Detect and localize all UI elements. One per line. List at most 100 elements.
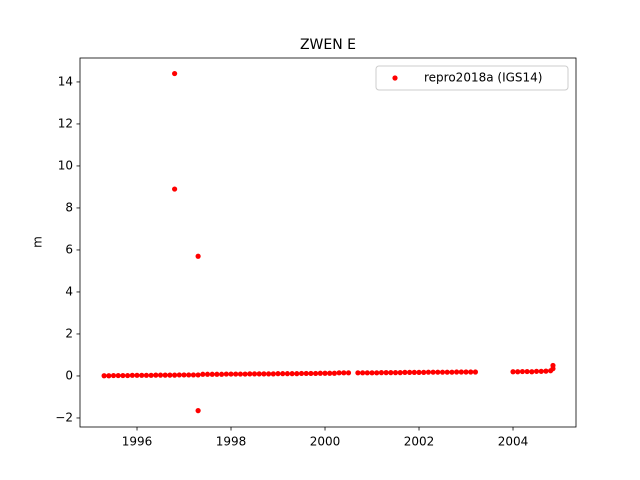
point xyxy=(543,368,549,374)
point xyxy=(364,370,370,376)
point xyxy=(524,368,530,375)
point xyxy=(388,370,394,376)
point xyxy=(106,373,112,379)
point xyxy=(355,370,361,376)
plot-frame xyxy=(79,57,577,428)
y-tick-label: 4 xyxy=(65,284,73,298)
point xyxy=(190,372,197,378)
point xyxy=(435,369,441,375)
point xyxy=(468,369,474,375)
point xyxy=(463,369,469,375)
point xyxy=(303,370,309,377)
point xyxy=(195,253,201,259)
point xyxy=(529,369,535,375)
point xyxy=(233,371,239,377)
point xyxy=(298,370,305,377)
x-tick-label: 2000 xyxy=(310,435,341,449)
point xyxy=(172,186,178,192)
point xyxy=(204,371,211,377)
y-tick-label: 10 xyxy=(58,158,73,172)
point xyxy=(223,371,229,377)
point xyxy=(181,372,187,378)
chart-title: ZWEN E xyxy=(300,37,356,53)
point xyxy=(157,372,164,378)
point xyxy=(550,366,556,372)
x-tick-label: 1998 xyxy=(216,435,247,449)
point xyxy=(374,370,380,376)
point xyxy=(317,370,323,376)
point xyxy=(383,370,389,376)
point xyxy=(120,372,126,379)
point xyxy=(369,370,375,376)
point xyxy=(228,371,234,377)
point xyxy=(341,370,347,376)
point xyxy=(533,368,540,374)
point xyxy=(439,369,446,375)
point xyxy=(425,369,432,375)
point xyxy=(134,372,140,378)
point xyxy=(195,372,201,378)
y-tick-label: 2 xyxy=(65,326,73,340)
point xyxy=(162,372,168,378)
legend-label: repro2018a (IGS14) xyxy=(424,71,542,85)
point xyxy=(251,371,258,377)
point xyxy=(449,369,455,375)
point xyxy=(360,370,366,376)
point xyxy=(176,372,182,378)
point xyxy=(515,369,521,375)
y-axis-label: m xyxy=(31,236,45,248)
point xyxy=(411,369,417,375)
point xyxy=(519,368,526,375)
point xyxy=(327,370,333,376)
point xyxy=(110,372,117,379)
point xyxy=(275,371,281,377)
point xyxy=(458,369,464,375)
point xyxy=(402,369,408,375)
point xyxy=(345,370,352,376)
legend-box xyxy=(375,65,569,91)
point xyxy=(167,372,173,378)
point xyxy=(148,372,154,378)
point xyxy=(430,369,436,375)
point xyxy=(284,371,291,377)
point xyxy=(266,371,272,377)
point xyxy=(125,372,131,379)
point xyxy=(421,369,427,375)
y-tick-label: −2 xyxy=(55,410,73,424)
point xyxy=(270,371,276,377)
y-tick-label: 14 xyxy=(58,74,73,88)
point xyxy=(209,371,215,377)
point xyxy=(115,372,121,379)
point xyxy=(378,370,385,376)
point xyxy=(200,371,206,377)
point xyxy=(308,370,314,377)
point xyxy=(247,371,253,377)
point xyxy=(392,370,399,376)
point xyxy=(186,372,192,378)
point xyxy=(322,370,328,376)
point xyxy=(313,370,319,377)
point xyxy=(289,371,295,377)
point xyxy=(280,371,286,377)
point xyxy=(219,371,225,377)
point xyxy=(472,369,479,375)
point xyxy=(416,369,422,375)
point xyxy=(397,370,403,376)
point xyxy=(143,372,150,378)
x-tick-label: 1996 xyxy=(122,435,153,449)
point xyxy=(101,373,107,379)
x-tick-label: 2004 xyxy=(498,435,529,449)
point xyxy=(444,369,450,375)
point xyxy=(336,370,342,376)
y-tick-label: 6 xyxy=(65,242,73,256)
y-tick-label: 0 xyxy=(65,368,73,382)
point xyxy=(331,370,338,376)
point xyxy=(129,372,135,378)
point xyxy=(237,371,244,377)
x-tick-label: 2002 xyxy=(404,435,435,449)
point xyxy=(454,369,460,375)
point xyxy=(195,408,201,414)
point xyxy=(172,372,178,378)
point xyxy=(294,371,300,377)
